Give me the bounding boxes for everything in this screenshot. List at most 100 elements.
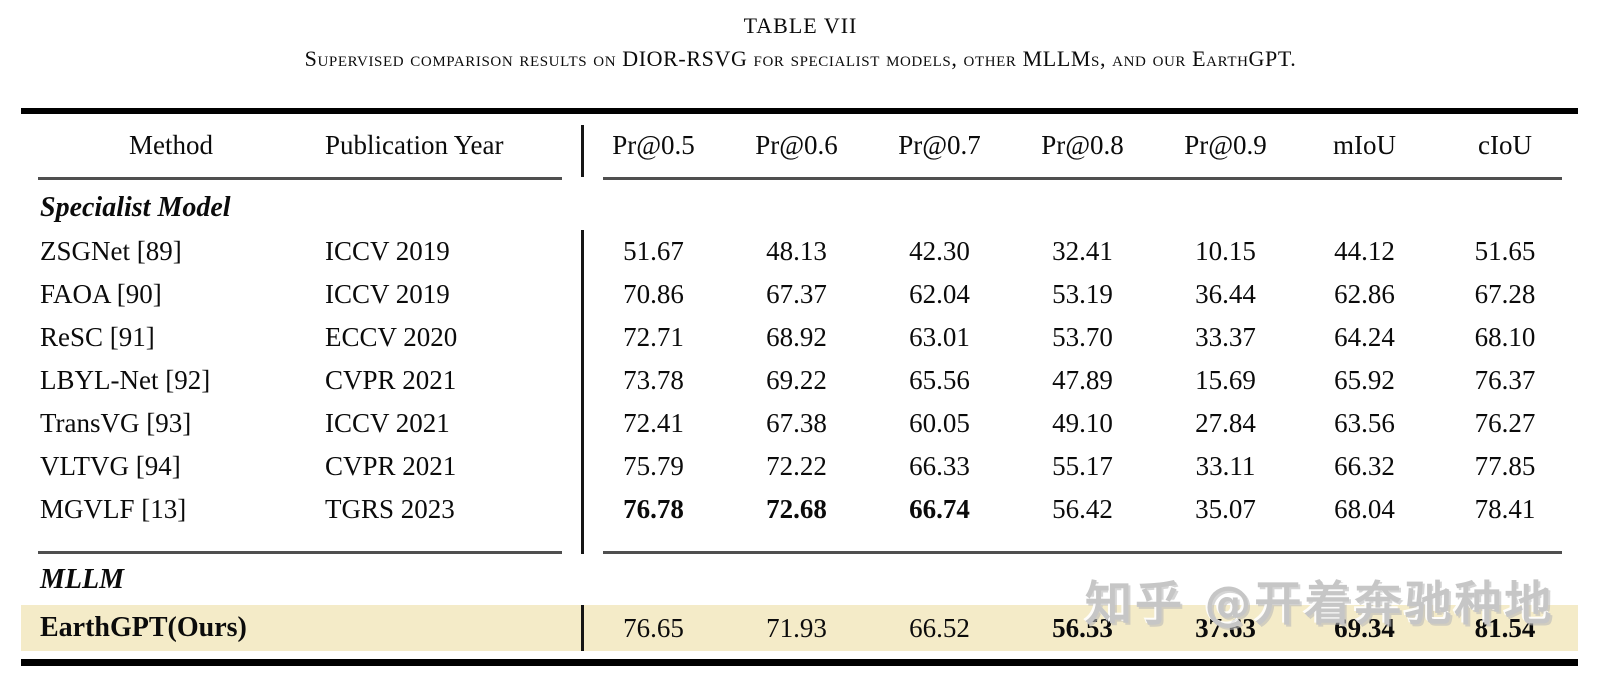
- cell-value: 10.15: [1195, 236, 1256, 266]
- cell-value-best: 56.53: [1052, 612, 1113, 643]
- cell-value: 67.37: [766, 279, 827, 309]
- table-row: ZSGNet [89] ICCV 2019 51.67 48.13 42.30 …: [21, 230, 1578, 273]
- bottom-thick-rule: [21, 659, 1578, 666]
- cell-method-ours: EarthGPT(Ours): [40, 612, 247, 643]
- cell-value: 76.65: [623, 612, 684, 643]
- cell-value: 72.71: [623, 322, 684, 352]
- cell-value: 42.30: [909, 236, 970, 266]
- cell-value: 76.27: [1474, 408, 1536, 438]
- col-header-miou: mIoU: [1333, 130, 1396, 160]
- table-caption: Supervised comparison results on DIOR-RS…: [304, 46, 1297, 71]
- cell-method: LBYL-Net [92]: [40, 365, 211, 395]
- cell-value-best: 81.54: [1474, 612, 1536, 643]
- cell-value: 75.79: [623, 451, 684, 481]
- section-mllm: MLLM: [21, 555, 1578, 605]
- cell-value: 55.17: [1052, 451, 1113, 481]
- cell-value: 51.65: [1474, 236, 1536, 266]
- cell-value: 27.84: [1195, 408, 1256, 438]
- cell-method: VLTVG [94]: [40, 451, 181, 481]
- cell-method: MGVLF [13]: [40, 494, 187, 524]
- cell-value: 72.22: [766, 451, 827, 481]
- cell-value: 68.92: [766, 322, 827, 352]
- cell-value: 67.38: [766, 408, 827, 438]
- cell-publication: CVPR 2021: [325, 451, 457, 481]
- cell-value: 70.86: [623, 279, 684, 309]
- cell-value: 67.28: [1474, 279, 1536, 309]
- cell-value: 66.33: [909, 451, 970, 481]
- table-row: LBYL-Net [92] CVPR 2021 73.78 69.22 65.5…: [21, 359, 1578, 402]
- cell-value: 66.52: [909, 612, 970, 643]
- cell-publication: [321, 605, 582, 651]
- earthgpt-highlight-row: EarthGPT(Ours) 76.65 71.93 66.52 56.53 3…: [21, 605, 1578, 651]
- cell-value: 47.89: [1052, 365, 1113, 395]
- cell-method: TransVG [93]: [40, 408, 192, 438]
- section-specialist-model: Specialist Model: [21, 177, 1578, 230]
- cell-value-best: 69.34: [1334, 612, 1395, 643]
- cell-value: 53.70: [1052, 322, 1113, 352]
- cell-value: 68.04: [1334, 494, 1395, 524]
- col-header-ciou: cIoU: [1478, 130, 1532, 160]
- col-header-pr05: Pr@0.5: [612, 130, 695, 160]
- table-row: ReSC [91] ECCV 2020 72.71 68.92 63.01 53…: [21, 316, 1578, 359]
- col-header-pr06: Pr@0.6: [755, 130, 838, 160]
- cell-publication: CVPR 2021: [325, 365, 457, 395]
- results-table: Method Publication Year Pr@0.5 Pr@0.6 Pr…: [21, 108, 1578, 679]
- col-header-method: Method: [129, 130, 213, 160]
- cell-value: 63.01: [909, 322, 970, 352]
- cell-value: 49.10: [1052, 408, 1113, 438]
- top-thick-rule: [21, 108, 1578, 114]
- cell-value: 62.04: [909, 279, 970, 309]
- header-row: Method Publication Year Pr@0.5 Pr@0.6 Pr…: [21, 114, 1578, 177]
- mid-rule-left: [38, 551, 562, 554]
- cell-method: ZSGNet [89]: [40, 236, 182, 266]
- cell-value: 69.22: [766, 365, 827, 395]
- cell-value: 44.12: [1334, 236, 1395, 266]
- table-row: VLTVG [94] CVPR 2021 75.79 72.22 66.33 5…: [21, 445, 1578, 488]
- cell-method: ReSC [91]: [40, 322, 155, 352]
- cell-method: FAOA [90]: [40, 279, 162, 309]
- cell-value: 35.07: [1195, 494, 1256, 524]
- cell-publication: ICCV 2019: [325, 279, 450, 309]
- cell-value-best: 66.74: [909, 494, 970, 524]
- cell-value: 53.19: [1052, 279, 1113, 309]
- cell-value: 32.41: [1052, 236, 1113, 266]
- cell-value: 68.10: [1474, 322, 1536, 352]
- col-header-pr08: Pr@0.8: [1041, 130, 1124, 160]
- cell-value-best: 76.78: [623, 494, 684, 524]
- mid-rule-right: [603, 551, 1562, 554]
- comparison-table: Method Publication Year Pr@0.5 Pr@0.6 Pr…: [21, 114, 1578, 651]
- header-rule-right: [603, 177, 1562, 180]
- zhihu-watermark: 知乎 @开着奔驰种地: [1085, 577, 1555, 632]
- cell-value: 36.44: [1195, 279, 1256, 309]
- cell-publication: TGRS 2023: [325, 494, 455, 524]
- cell-publication: ECCV 2020: [325, 322, 458, 352]
- cell-publication: ICCV 2021: [325, 408, 450, 438]
- cell-value: 48.13: [766, 236, 827, 266]
- cell-value: 66.32: [1334, 451, 1395, 481]
- cell-value: 72.41: [623, 408, 684, 438]
- table-row: FAOA [90] ICCV 2019 70.86 67.37 62.04 53…: [21, 273, 1578, 316]
- column-divider-header: [581, 125, 584, 177]
- table-title: TABLE VII: [743, 13, 858, 38]
- cell-value: 65.92: [1334, 365, 1395, 395]
- cell-value: 78.41: [1474, 494, 1536, 524]
- col-header-pr07: Pr@0.7: [898, 130, 981, 160]
- cell-value: 63.56: [1334, 408, 1395, 438]
- cell-value: 62.86: [1334, 279, 1395, 309]
- column-divider-body: [581, 230, 584, 554]
- header-rule-left: [38, 177, 562, 180]
- cell-value: 15.69: [1195, 365, 1256, 395]
- cell-value: 76.37: [1474, 365, 1536, 395]
- cell-value: 71.93: [766, 612, 827, 643]
- table-row: TransVG [93] ICCV 2021 72.41 67.38 60.05…: [21, 402, 1578, 445]
- col-header-publication-year: Publication Year: [325, 130, 504, 160]
- cell-value-best: 37.63: [1195, 612, 1256, 643]
- section-label: MLLM: [40, 564, 124, 595]
- table-row: MGVLF [13] TGRS 2023 76.78 72.68 66.74 5…: [21, 488, 1578, 531]
- section-label: Specialist Model: [40, 191, 231, 223]
- cell-value-best: 72.68: [766, 494, 827, 524]
- cell-value: 60.05: [909, 408, 970, 438]
- cell-publication: ICCV 2019: [325, 236, 450, 266]
- col-header-pr09: Pr@0.9: [1184, 130, 1267, 160]
- cell-value: 33.37: [1195, 322, 1256, 352]
